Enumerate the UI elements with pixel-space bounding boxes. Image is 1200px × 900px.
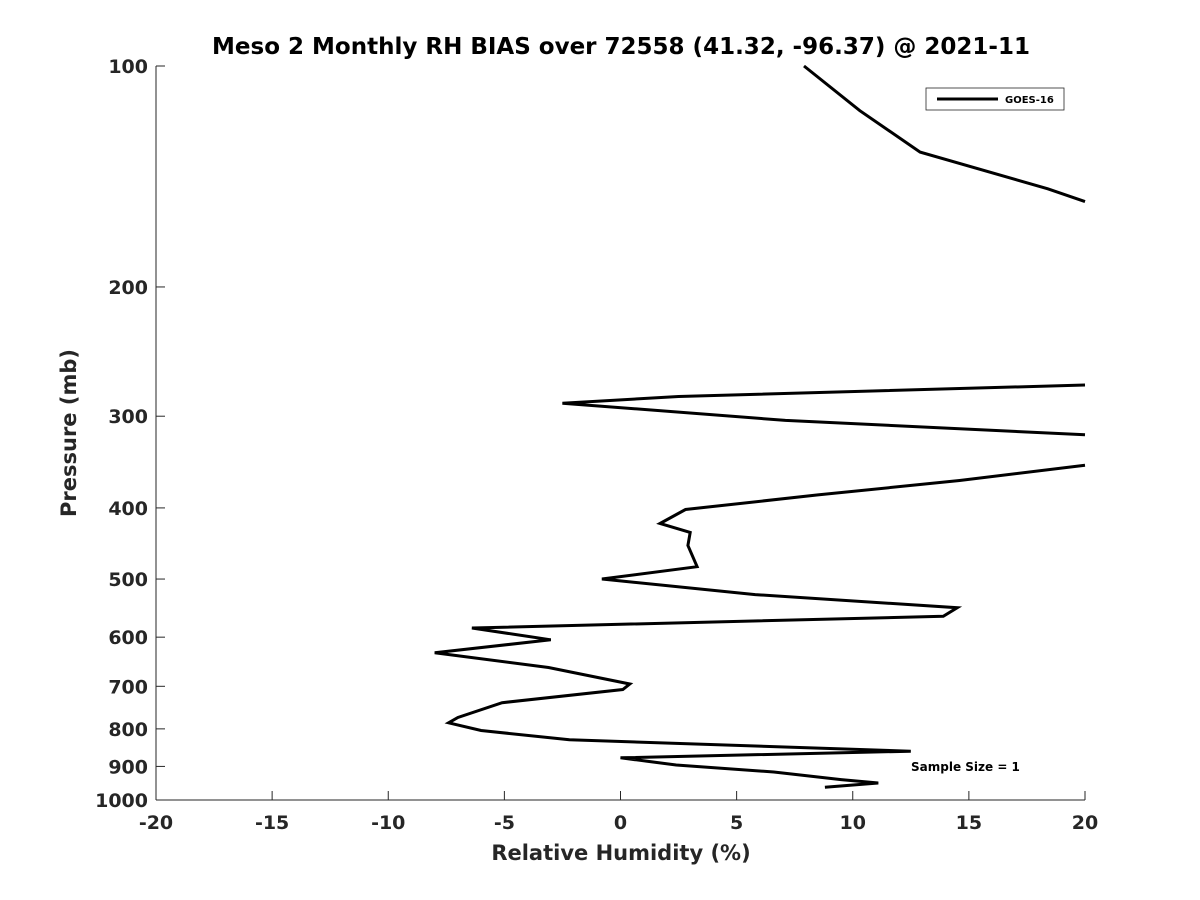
x-tick-label: 15	[956, 812, 982, 834]
legend: GOES-16	[925, 87, 1065, 111]
y-tick-label: 800	[108, 719, 148, 741]
y-tick-label: 100	[108, 56, 148, 78]
y-axis-label: Pressure (mb)	[57, 349, 81, 517]
x-tick-label: 10	[840, 812, 866, 834]
x-tick-label: -20	[139, 812, 173, 834]
y-tick-label: 600	[108, 627, 148, 649]
y-tick-label: 1000	[95, 790, 148, 812]
x-tick-label: 0	[614, 812, 627, 834]
legend-label: GOES-16	[1005, 95, 1054, 106]
x-tick-label: 20	[1072, 812, 1098, 834]
x-tick-label: -15	[255, 812, 289, 834]
series-line-goes-16	[434, 64, 1086, 789]
sample-size-annotation: Sample Size = 1	[911, 760, 1020, 774]
y-tick-label: 200	[108, 277, 148, 299]
x-axis-label: Relative Humidity (%)	[491, 841, 750, 865]
series-layer	[434, 64, 1086, 789]
y-tick-label: 300	[108, 406, 148, 428]
x-tick-label: -5	[494, 812, 515, 834]
x-tick-label: 5	[730, 812, 743, 834]
chart-title: Meso 2 Monthly RH BIAS over 72558 (41.32…	[212, 34, 1030, 60]
y-tick-label: 500	[108, 569, 148, 591]
y-tick-label: 900	[108, 756, 148, 778]
y-tick-label: 400	[108, 498, 148, 520]
y-tick-label: 700	[108, 676, 148, 698]
x-tick-label: -10	[371, 812, 405, 834]
y-ticks: 100 200 300 400 500 600 700 800 900 1000	[95, 56, 165, 812]
x-ticks: -20 -15 -10 -5 0 5 10 15 20	[139, 791, 1098, 834]
